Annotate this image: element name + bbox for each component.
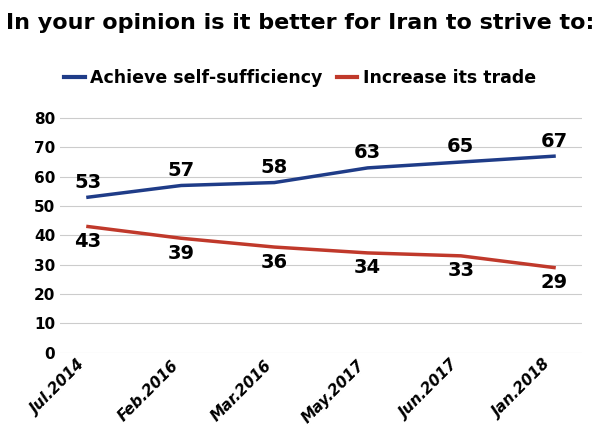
Text: 65: 65 [447, 138, 475, 157]
Text: 67: 67 [541, 132, 568, 150]
Text: 39: 39 [167, 244, 194, 263]
Text: 34: 34 [354, 258, 381, 277]
Text: 53: 53 [74, 173, 101, 192]
Text: 57: 57 [167, 161, 195, 180]
Legend: Achieve self-sufficiency, Increase its trade: Achieve self-sufficiency, Increase its t… [58, 62, 542, 94]
Text: 43: 43 [74, 232, 101, 251]
Text: In your opinion is it better for Iran to strive to:: In your opinion is it better for Iran to… [6, 13, 594, 33]
Text: 33: 33 [448, 261, 475, 280]
Text: 58: 58 [261, 158, 288, 177]
Text: 63: 63 [354, 143, 381, 163]
Text: 36: 36 [261, 252, 288, 272]
Text: 29: 29 [541, 273, 568, 292]
